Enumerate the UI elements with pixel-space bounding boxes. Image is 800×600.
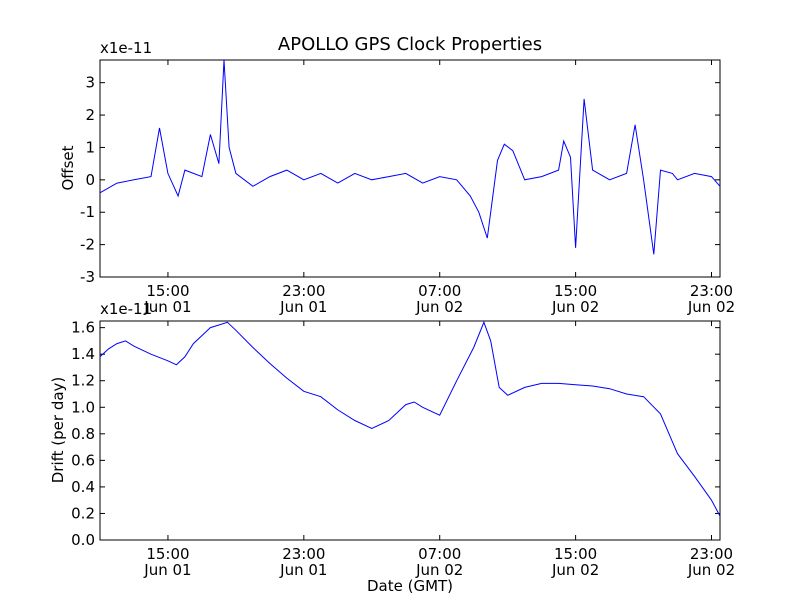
offset-plot-frame [99,59,721,278]
drift-y-tick-label: 0.4 [71,478,95,496]
drift-x-tick-time: 15:00 [554,545,597,563]
offset-x-tick-time: 15:00 [146,282,189,300]
drift-scale-label: x1e-11 [100,300,152,318]
offset-x-tick-time: 15:00 [554,282,597,300]
drift-x-tick-date: Jun 02 [415,561,463,579]
drift-x-tick-time: 23:00 [690,545,733,563]
drift-y-tick-label: 0.6 [71,451,95,469]
offset-y-ticks: -3 -2 -1 0 1 2 3 [80,74,720,286]
drift-y-tick-label: 0.0 [71,531,95,549]
drift-plot-frame [99,320,721,541]
drift-y-tick-label: 1.2 [71,372,95,390]
drift-panel: x1e-11 Drift (per day) Date (GMT) 0.0 0.2… [49,300,735,595]
offset-y-tick-label: -1 [80,203,95,221]
offset-x-tick-date: Jun 02 [551,298,599,316]
offset-y-tick-label: 3 [85,74,95,92]
offset-y-tick-label: -2 [80,236,95,254]
offset-x-tick-date: Jun 01 [279,298,327,316]
offset-y-tick-label: 2 [85,106,95,124]
drift-y-tick-label: 0.8 [71,425,95,443]
offset-y-axis-label: Offset [59,145,77,190]
drift-y-ticks: 0.0 0.2 0.4 0.6 0.8 1.0 1.2 1.4 1.6 [71,319,720,549]
drift-y-tick-label: 1.6 [71,319,95,337]
drift-y-tick-label: 0.2 [71,504,95,522]
offset-series-line [99,59,721,255]
offset-y-tick-label: -3 [80,268,95,286]
offset-y-tick-label: 1 [85,138,95,156]
drift-x-tick-time: 07:00 [418,545,461,563]
drift-x-tick-date: Jun 01 [143,561,191,579]
drift-x-tick-date: Jun 02 [687,561,735,579]
drift-x-tick-time: 23:00 [282,545,325,563]
drift-x-tick-date: Jun 02 [551,561,599,579]
offset-x-tick-date: Jun 01 [143,298,191,316]
offset-x-tick-time: 23:00 [282,282,325,300]
drift-series-line [99,320,721,517]
drift-x-tick-time: 15:00 [146,545,189,563]
offset-x-tick-time: 23:00 [690,282,733,300]
drift-y-axis-label: Drift (per day) [49,377,67,484]
drift-x-axis-label: Date (GMT) [367,577,453,595]
drift-y-tick-label: 1.0 [71,398,95,416]
offset-x-tick-time: 07:00 [418,282,461,300]
drift-x-tick-date: Jun 01 [279,561,327,579]
chart-title: APOLLO GPS Clock Properties [278,34,542,55]
offset-scale-label: x1e-11 [100,39,152,57]
offset-x-tick-date: Jun 02 [415,298,463,316]
offset-x-tick-date: Jun 02 [687,298,735,316]
offset-y-tick-label: 0 [85,171,95,189]
drift-y-tick-label: 1.4 [71,345,95,363]
